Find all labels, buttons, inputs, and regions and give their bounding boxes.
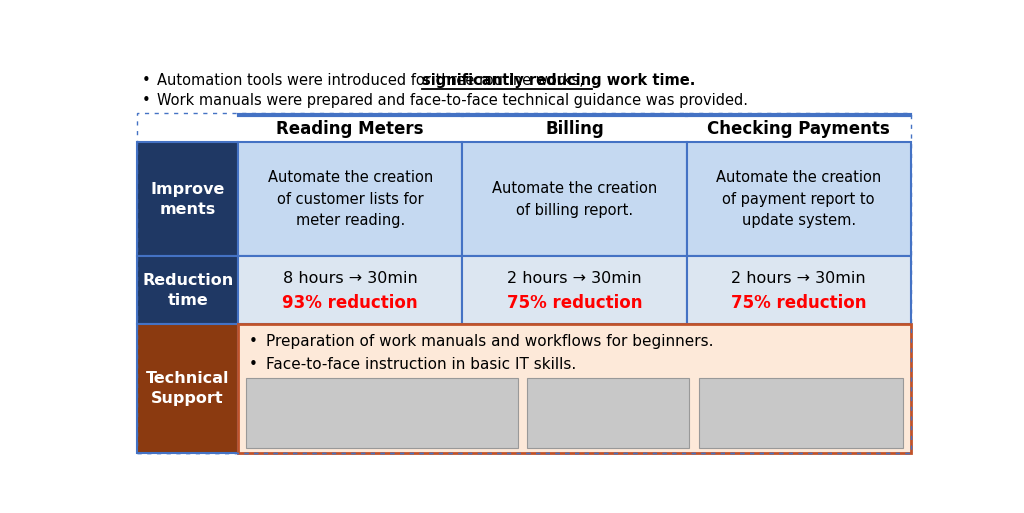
Text: •: • [249, 334, 258, 349]
FancyBboxPatch shape [462, 143, 686, 256]
FancyBboxPatch shape [686, 143, 910, 256]
Text: Billing: Billing [545, 120, 604, 137]
Text: Improve
ments: Improve ments [151, 182, 225, 217]
FancyBboxPatch shape [238, 143, 462, 256]
FancyBboxPatch shape [686, 256, 910, 324]
FancyBboxPatch shape [698, 378, 903, 448]
FancyBboxPatch shape [527, 378, 689, 448]
FancyBboxPatch shape [238, 256, 462, 324]
Text: Automate the creation
of customer lists for
meter reading.: Automate the creation of customer lists … [267, 170, 433, 228]
Text: 2 hours → 30min: 2 hours → 30min [731, 271, 866, 286]
Text: •: • [142, 73, 151, 89]
Text: Preparation of work manuals and workflows for beginners.: Preparation of work manuals and workflow… [266, 334, 714, 349]
Text: Reading Meters: Reading Meters [276, 120, 424, 137]
FancyBboxPatch shape [137, 256, 238, 324]
Text: 75% reduction: 75% reduction [731, 294, 866, 312]
Text: Work manuals were prepared and face-to-face technical guidance was provided.: Work manuals were prepared and face-to-f… [158, 93, 749, 108]
Text: Reduction
time: Reduction time [142, 273, 233, 308]
FancyBboxPatch shape [246, 378, 518, 448]
Text: 2 hours → 30min: 2 hours → 30min [507, 271, 642, 286]
Text: 8 hours → 30min: 8 hours → 30min [283, 271, 418, 286]
Text: 75% reduction: 75% reduction [507, 294, 642, 312]
Text: Checking Payments: Checking Payments [708, 120, 890, 137]
FancyBboxPatch shape [238, 324, 910, 453]
Text: Automate the creation
of payment report to
update system.: Automate the creation of payment report … [716, 170, 882, 228]
Text: Technical
Support: Technical Support [146, 371, 229, 406]
Text: Face-to-face instruction in basic IT skills.: Face-to-face instruction in basic IT ski… [266, 357, 577, 372]
Text: Automation tools were introduced for three routine works,: Automation tools were introduced for thr… [158, 73, 589, 89]
Text: 93% reduction: 93% reduction [283, 294, 418, 312]
FancyBboxPatch shape [137, 324, 238, 453]
Text: significantly reducing work time.: significantly reducing work time. [422, 73, 695, 89]
FancyBboxPatch shape [137, 143, 238, 256]
Text: Automate the creation
of billing report.: Automate the creation of billing report. [492, 181, 657, 218]
Text: •: • [249, 357, 258, 372]
Text: •: • [142, 93, 151, 108]
FancyBboxPatch shape [462, 256, 686, 324]
